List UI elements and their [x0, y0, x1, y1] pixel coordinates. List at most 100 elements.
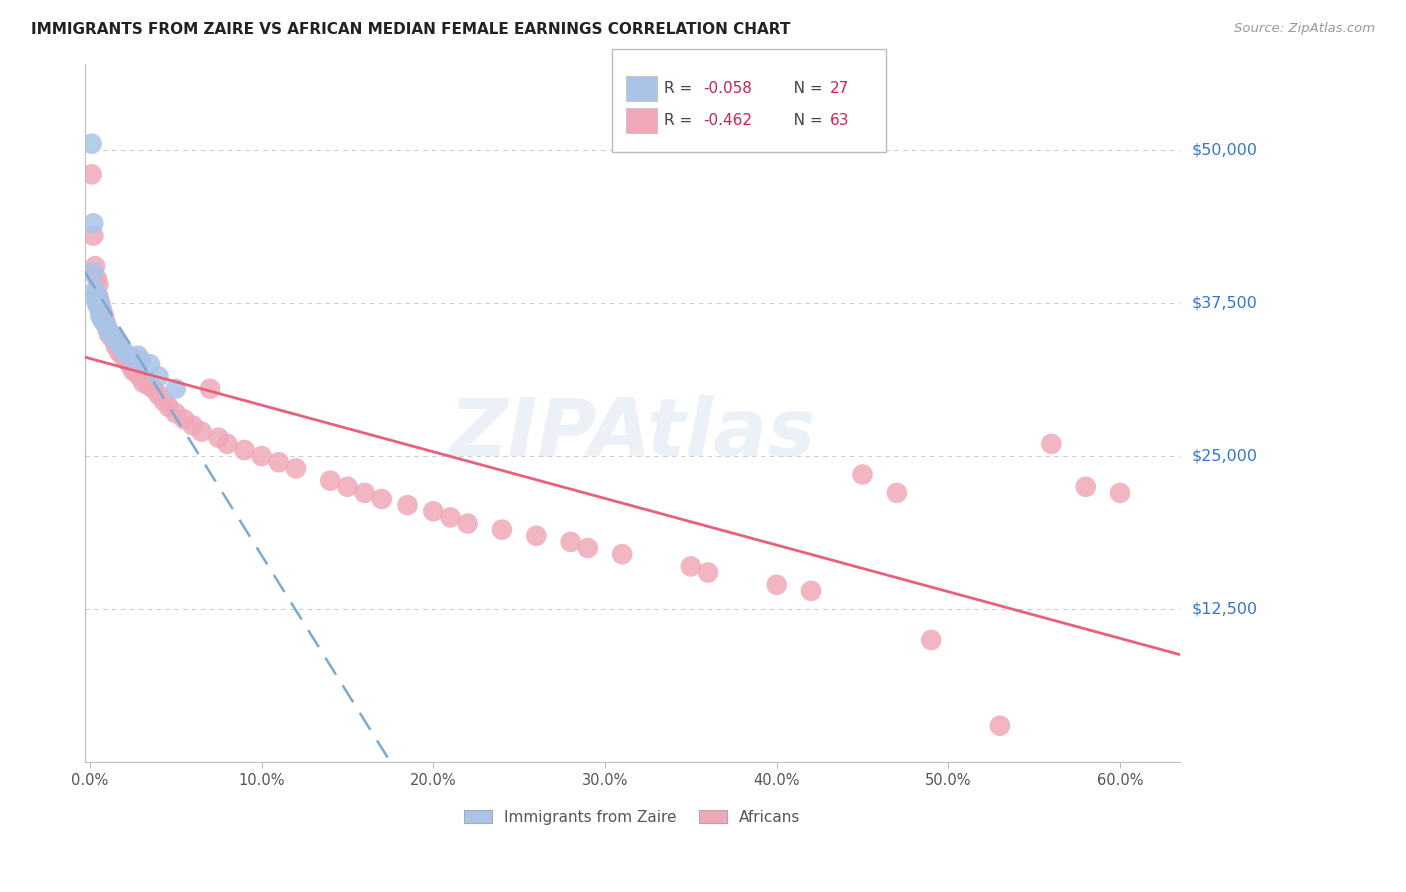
- Point: [87, 293, 110, 307]
- Point: [93, 314, 115, 328]
- Point: [97, 326, 120, 341]
- Point: [886, 486, 908, 500]
- Point: [336, 480, 359, 494]
- Point: [96, 320, 118, 334]
- Point: [87, 300, 110, 314]
- Point: [94, 314, 117, 328]
- Point: [800, 583, 823, 598]
- Point: [104, 339, 127, 353]
- Point: [142, 382, 165, 396]
- Point: [679, 559, 702, 574]
- Point: [80, 167, 103, 181]
- Point: [148, 388, 170, 402]
- Text: IMMIGRANTS FROM ZAIRE VS AFRICAN MEDIAN FEMALE EARNINGS CORRELATION CHART: IMMIGRANTS FROM ZAIRE VS AFRICAN MEDIAN …: [31, 22, 790, 37]
- Text: 27: 27: [830, 80, 849, 95]
- Point: [131, 353, 153, 368]
- Point: [115, 351, 138, 365]
- Point: [152, 394, 174, 409]
- Point: [851, 467, 873, 482]
- Point: [148, 369, 170, 384]
- Point: [217, 437, 239, 451]
- Point: [87, 290, 110, 304]
- Point: [422, 504, 444, 518]
- Point: [697, 566, 720, 580]
- Point: [104, 333, 127, 347]
- Point: [87, 277, 110, 292]
- Point: [319, 474, 342, 488]
- Point: [920, 632, 942, 647]
- Text: Source: ZipAtlas.com: Source: ZipAtlas.com: [1234, 22, 1375, 36]
- Point: [136, 378, 159, 392]
- Point: [988, 719, 1011, 733]
- Point: [118, 357, 141, 371]
- Point: [612, 547, 634, 561]
- Point: [371, 491, 394, 506]
- Text: ZIPAtlas: ZIPAtlas: [450, 395, 815, 473]
- Point: [157, 400, 180, 414]
- Point: [80, 136, 103, 151]
- Point: [1040, 437, 1063, 451]
- Point: [121, 351, 143, 365]
- Text: -0.462: -0.462: [703, 113, 752, 128]
- Point: [89, 308, 111, 322]
- Point: [396, 498, 419, 512]
- Point: [139, 357, 162, 371]
- Text: $50,000: $50,000: [1191, 143, 1257, 157]
- Point: [1074, 480, 1097, 494]
- Text: $12,500: $12,500: [1191, 602, 1257, 616]
- Point: [284, 461, 307, 475]
- Point: [84, 284, 107, 298]
- Point: [181, 418, 204, 433]
- Point: [111, 349, 134, 363]
- Point: [439, 510, 461, 524]
- Point: [128, 369, 150, 384]
- Point: [94, 317, 117, 331]
- Point: [82, 265, 104, 279]
- Point: [82, 216, 104, 230]
- Legend: Immigrants from Zaire, Africans: Immigrants from Zaire, Africans: [464, 810, 800, 824]
- Text: N =: N =: [779, 113, 827, 128]
- Text: $25,000: $25,000: [1191, 449, 1257, 464]
- Point: [89, 296, 111, 310]
- Point: [93, 308, 115, 322]
- Point: [96, 320, 118, 334]
- Point: [89, 302, 111, 317]
- Point: [121, 363, 143, 377]
- Point: [267, 455, 290, 469]
- Point: [97, 324, 120, 338]
- Point: [491, 523, 513, 537]
- Point: [82, 228, 104, 243]
- Point: [576, 541, 599, 555]
- Point: [86, 296, 108, 310]
- Point: [165, 382, 187, 396]
- Point: [165, 406, 187, 420]
- Point: [173, 412, 195, 426]
- Point: [457, 516, 479, 531]
- Point: [524, 529, 547, 543]
- Point: [198, 382, 221, 396]
- Point: [103, 333, 125, 347]
- Point: [353, 486, 375, 500]
- Text: $37,500: $37,500: [1191, 295, 1257, 310]
- Point: [233, 442, 256, 457]
- Point: [86, 287, 108, 301]
- Point: [560, 535, 582, 549]
- Text: R =: R =: [664, 80, 697, 95]
- Point: [108, 345, 131, 359]
- Point: [1109, 486, 1132, 500]
- Point: [125, 366, 148, 380]
- Point: [86, 271, 108, 285]
- Point: [112, 345, 135, 359]
- Point: [84, 290, 107, 304]
- Point: [84, 259, 107, 273]
- Point: [208, 431, 231, 445]
- Point: [132, 376, 155, 390]
- Text: N =: N =: [779, 80, 827, 95]
- Point: [90, 312, 112, 326]
- Point: [190, 425, 212, 439]
- Point: [250, 449, 273, 463]
- Point: [101, 329, 124, 343]
- Point: [110, 339, 132, 353]
- Text: 63: 63: [830, 113, 849, 128]
- Point: [90, 304, 112, 318]
